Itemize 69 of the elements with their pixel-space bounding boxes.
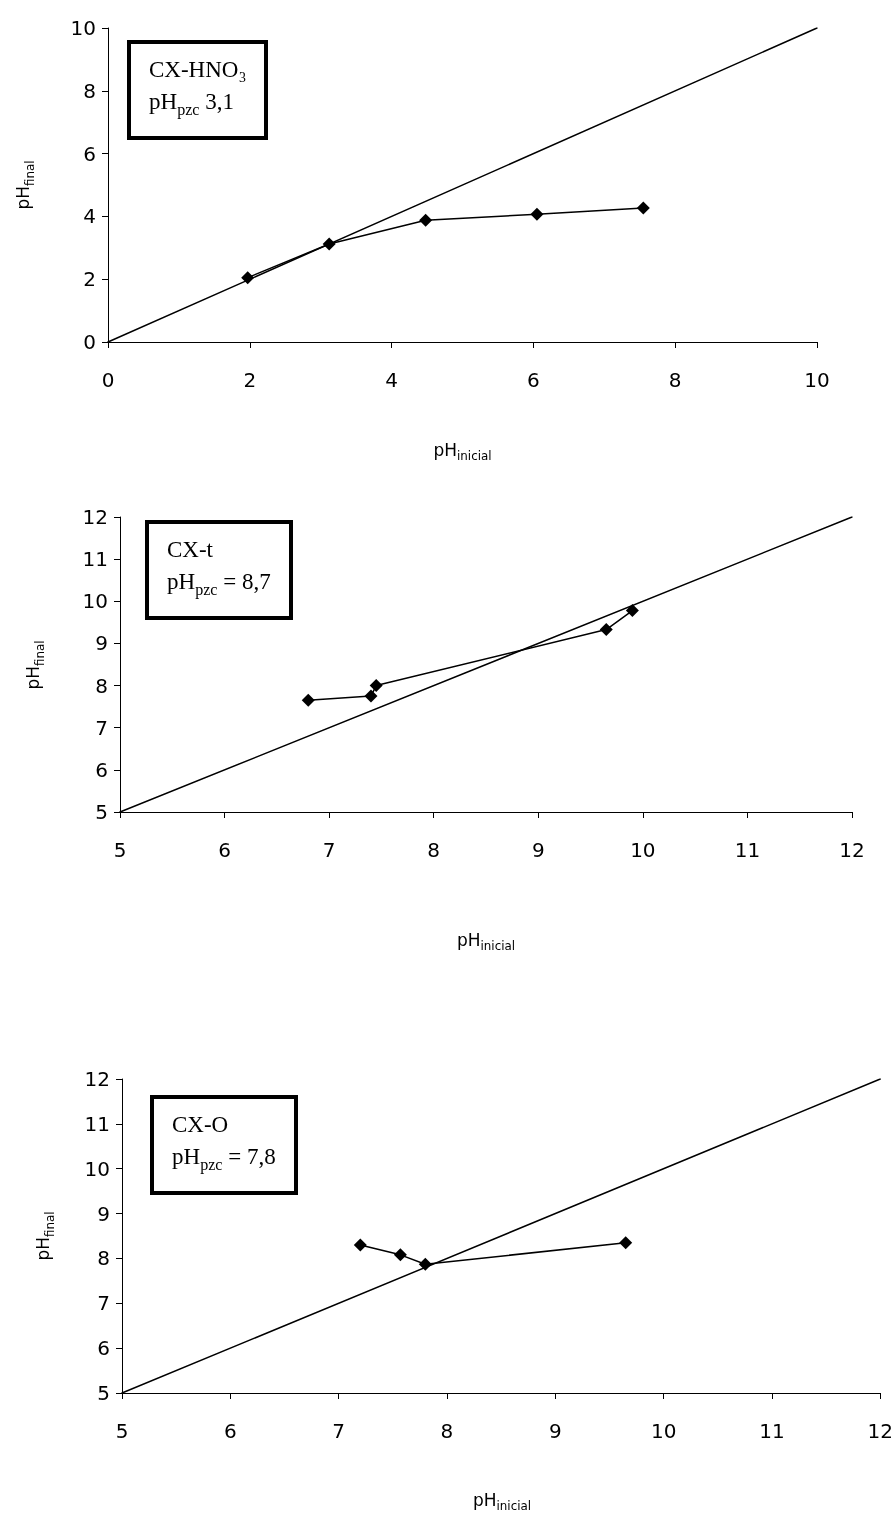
point [393, 1248, 407, 1262]
y-tick-label: 4 [83, 204, 96, 229]
y-tick-label: 0 [83, 330, 96, 354]
annotation: CX-HNO₃ [149, 56, 247, 84]
annotation: pH$_{pzc}$ 3,1 [149, 88, 235, 121]
point [636, 201, 650, 215]
y-tick-label: 12 [82, 505, 108, 529]
point [322, 237, 336, 251]
y-tick-label: 7 [97, 1291, 110, 1316]
point [599, 623, 613, 637]
y-tick-label: 9 [97, 1201, 110, 1226]
x-tick-label: 11 [759, 1419, 785, 1443]
text-box: CX-t pH$_{pzc}$ = 8,7 [145, 520, 293, 620]
y-tick-label: 5 [95, 800, 108, 824]
point [353, 1238, 367, 1252]
x-tick-label: 12 [867, 1419, 893, 1443]
y-tick-label: 10 [70, 16, 96, 40]
point [418, 1257, 432, 1271]
y-tick-label: 11 [82, 547, 108, 572]
point [369, 679, 383, 693]
point [625, 604, 639, 618]
x-tick-label: 6 [218, 838, 231, 862]
point [241, 271, 255, 285]
x-tick-label: 7 [332, 1419, 346, 1443]
x-tick-label: 2 [243, 368, 257, 392]
x-tick-label: 9 [531, 838, 545, 862]
y-tick-label: 8 [83, 78, 96, 103]
point [419, 213, 433, 227]
y-tick-label: 10 [82, 589, 108, 614]
y-tick-label: 6 [97, 1336, 110, 1361]
point [301, 693, 315, 707]
x-tick-label: 6 [223, 1419, 237, 1443]
x-tick-label: 5 [113, 838, 127, 862]
y-tick-label: 2 [83, 267, 96, 292]
x-tick-label: 9 [548, 1419, 562, 1443]
x-tick-label: 6 [527, 368, 540, 392]
x-tick-label: 4 [385, 368, 398, 392]
x-tick-label: 10 [630, 838, 656, 862]
y-tick-label: 6 [83, 141, 96, 166]
annotation: pH$_{pzc}$ = 7,8 [172, 1143, 276, 1176]
annotation: CX-O [172, 1111, 230, 1139]
y-tick-label: 8 [97, 1246, 110, 1271]
point [364, 689, 378, 703]
x-tick-label: 8 [427, 838, 441, 862]
x-tick-label: 10 [804, 368, 830, 392]
y-tick-label: 6 [95, 757, 108, 782]
point [530, 207, 544, 221]
point [619, 1236, 633, 1250]
y-tick-label: 7 [95, 715, 108, 740]
x-tick-label: 11 [734, 838, 761, 862]
x-tick-label: 10 [650, 1419, 677, 1443]
x-tick-label: 8 [668, 368, 682, 392]
y-tick-label: 9 [95, 631, 108, 656]
x-axis-title: pH$_{inicial}$ [472, 1490, 532, 1514]
x-tick-label: 7 [322, 838, 336, 862]
annotation: CX-t [167, 536, 214, 564]
x-tick-label: 5 [115, 1419, 129, 1443]
x-axis-title: pH$_{inicial}$ [433, 440, 492, 464]
text-box: CX-O pH$_{pzc}$ = 7,8 [150, 1095, 298, 1195]
y-tick-label: 10 [84, 1156, 110, 1181]
y-tick-label: 5 [97, 1381, 110, 1405]
y-tick-label: 8 [95, 673, 108, 698]
x-tick-label: 8 [440, 1419, 454, 1443]
x-tick-label: 12 [839, 838, 865, 862]
text-box: CX-HNO₃ pH$_{pzc}$ 3,1 [127, 40, 269, 140]
y-tick-label: 11 [84, 1111, 110, 1136]
y-tick-label: 12 [84, 1067, 110, 1091]
x-axis-title: pH$_{inicial}$ [456, 930, 516, 954]
annotation: pH$_{pzc}$ = 8,7 [167, 568, 271, 601]
